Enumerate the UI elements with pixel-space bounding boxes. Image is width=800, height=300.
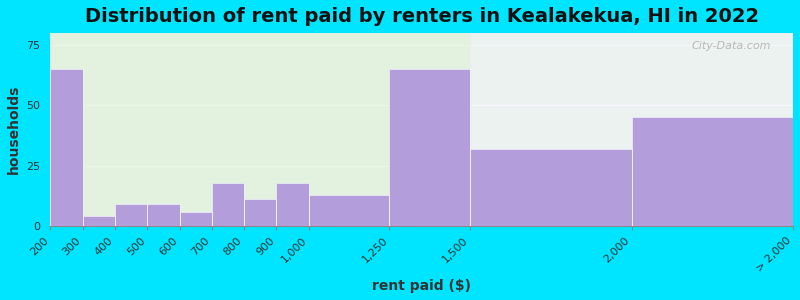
Text: City-Data.com: City-Data.com — [691, 41, 770, 51]
Bar — [390, 69, 470, 226]
Bar — [470, 33, 793, 226]
Bar — [50, 69, 82, 226]
Bar — [631, 118, 793, 226]
Bar — [470, 149, 631, 226]
Bar — [212, 183, 244, 226]
X-axis label: rent paid ($): rent paid ($) — [372, 279, 471, 293]
Bar — [115, 204, 147, 226]
Bar — [631, 118, 793, 226]
Bar — [276, 183, 309, 226]
Y-axis label: households: households — [7, 85, 21, 174]
Bar — [82, 216, 115, 226]
Bar — [147, 204, 179, 226]
Bar — [179, 212, 212, 226]
Bar — [212, 183, 244, 226]
Bar — [390, 69, 470, 226]
Bar — [82, 216, 115, 226]
Title: Distribution of rent paid by renters in Kealakekua, HI in 2022: Distribution of rent paid by renters in … — [85, 7, 758, 26]
Bar — [115, 204, 147, 226]
Bar — [244, 200, 276, 226]
Bar — [244, 200, 276, 226]
Bar — [147, 204, 179, 226]
Bar — [50, 69, 82, 226]
Bar — [309, 195, 390, 226]
Bar — [179, 212, 212, 226]
Bar — [50, 33, 470, 226]
Bar — [276, 183, 309, 226]
Bar — [470, 149, 631, 226]
Bar — [309, 195, 390, 226]
